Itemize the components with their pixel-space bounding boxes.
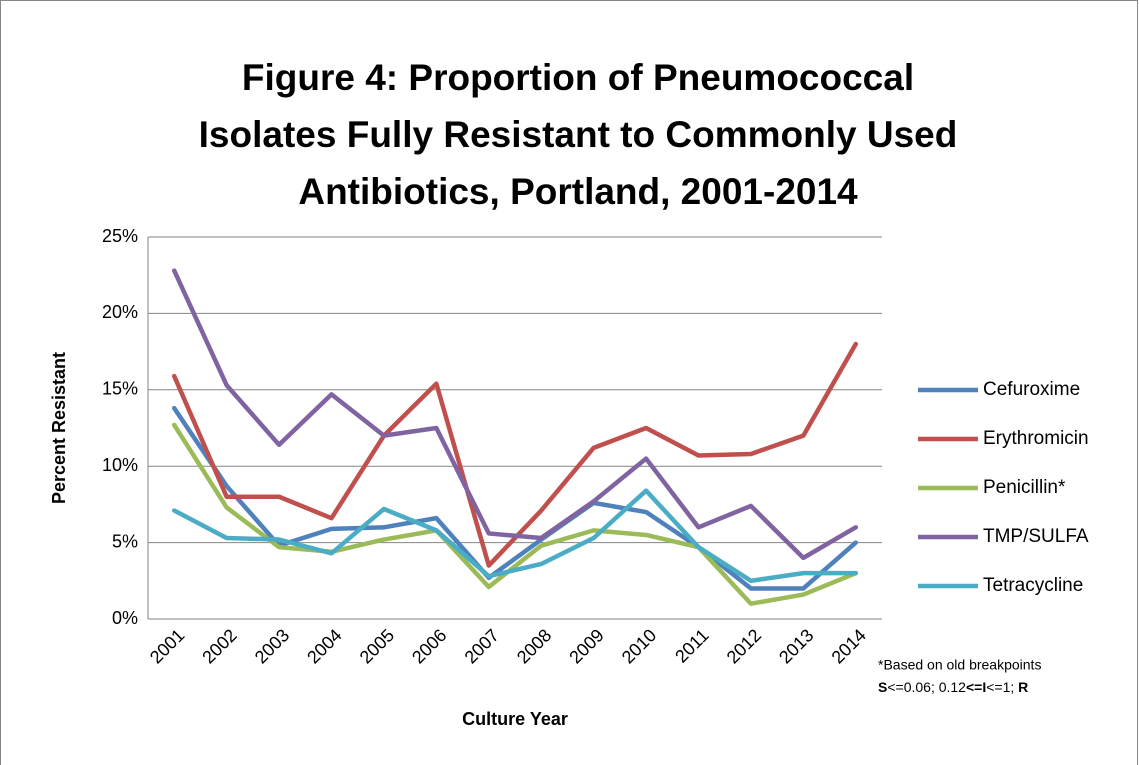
legend-label: TMP/SULFA	[983, 526, 1089, 547]
series-line	[171, 488, 859, 584]
chart-title: Figure 4: Proportion of Pneumococcal	[242, 57, 914, 98]
series-line	[171, 341, 859, 568]
y-tick-label: 0%	[112, 608, 138, 628]
footnote-part: R	[1018, 679, 1028, 695]
footnote-part: <=	[966, 679, 982, 695]
legend-label: Erythromicin	[983, 428, 1089, 449]
legend-label: Tetracycline	[983, 575, 1083, 596]
footnote: *Based on old breakpoints	[878, 657, 1041, 673]
y-tick-label: 15%	[102, 379, 138, 399]
y-axis-label: Percent Resistant	[49, 352, 69, 504]
series-line	[171, 268, 859, 561]
footnote-part: I	[982, 679, 986, 695]
legend-label: Cefuroxime	[983, 379, 1080, 400]
footnote-part: <=1;	[986, 679, 1018, 695]
footnote-part: <=0.06; 0.12	[887, 679, 966, 695]
footnote: S<=0.06; 0.12<=I<=1; R	[878, 679, 1028, 695]
footnote-part: S	[878, 679, 887, 695]
y-tick-label: 5%	[112, 531, 138, 551]
x-axis-label: Culture Year	[462, 709, 568, 729]
series-line	[171, 422, 859, 606]
y-tick-label: 20%	[102, 302, 138, 322]
y-tick-label: 25%	[102, 226, 138, 246]
y-tick-label: 10%	[102, 455, 138, 475]
chart-title: Isolates Fully Resistant to Commonly Use…	[199, 114, 958, 155]
legend-label: Penicillin*	[983, 477, 1066, 498]
chart-title: Antibiotics, Portland, 2001-2014	[298, 171, 858, 212]
